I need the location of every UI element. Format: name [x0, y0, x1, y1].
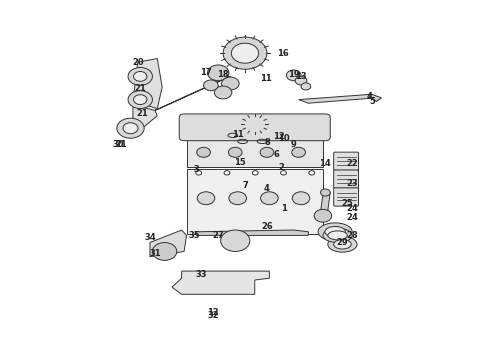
Polygon shape	[298, 94, 376, 103]
Text: 24: 24	[346, 204, 358, 213]
Polygon shape	[196, 230, 308, 235]
Text: 13: 13	[295, 72, 307, 81]
Polygon shape	[155, 76, 230, 111]
Text: 22: 22	[346, 159, 358, 168]
Ellipse shape	[328, 237, 357, 252]
Circle shape	[261, 192, 278, 204]
Circle shape	[197, 147, 210, 157]
Circle shape	[223, 37, 267, 69]
Circle shape	[228, 147, 242, 157]
Text: 18: 18	[217, 70, 229, 79]
FancyBboxPatch shape	[334, 188, 359, 206]
Text: 33: 33	[196, 270, 207, 279]
Circle shape	[224, 171, 230, 175]
Text: 2: 2	[279, 163, 285, 172]
Text: 15: 15	[234, 158, 246, 167]
Text: 20: 20	[132, 58, 144, 67]
Circle shape	[281, 171, 287, 175]
Circle shape	[214, 86, 232, 99]
Circle shape	[128, 91, 152, 109]
Circle shape	[207, 65, 229, 81]
Text: 32: 32	[208, 311, 219, 320]
Ellipse shape	[323, 228, 352, 243]
Circle shape	[203, 80, 218, 91]
Circle shape	[134, 95, 147, 104]
Text: 21: 21	[137, 109, 148, 118]
Text: 30: 30	[113, 140, 124, 149]
Circle shape	[292, 147, 305, 157]
Ellipse shape	[334, 240, 351, 249]
Text: 27: 27	[212, 231, 224, 240]
Text: 29: 29	[337, 238, 348, 247]
Text: 28: 28	[346, 231, 358, 240]
Circle shape	[117, 118, 144, 138]
Text: 17: 17	[200, 68, 212, 77]
Circle shape	[231, 43, 259, 63]
Ellipse shape	[318, 223, 352, 241]
Circle shape	[320, 189, 330, 196]
Text: 7: 7	[242, 181, 248, 190]
Ellipse shape	[328, 231, 347, 240]
Circle shape	[314, 209, 332, 222]
Polygon shape	[172, 271, 270, 294]
Text: 12: 12	[273, 132, 285, 141]
Text: fordpartsgiant.com: fordpartsgiant.com	[212, 177, 278, 183]
Text: 16: 16	[277, 49, 289, 58]
Text: 4: 4	[367, 91, 372, 100]
Circle shape	[123, 123, 138, 134]
Text: 10: 10	[278, 134, 290, 143]
FancyBboxPatch shape	[187, 169, 323, 234]
Circle shape	[295, 76, 307, 85]
FancyBboxPatch shape	[334, 152, 359, 170]
Circle shape	[287, 70, 301, 81]
Polygon shape	[133, 105, 157, 132]
FancyBboxPatch shape	[187, 137, 323, 167]
Circle shape	[229, 192, 246, 204]
Circle shape	[152, 243, 177, 260]
Text: 12: 12	[207, 309, 219, 318]
Polygon shape	[369, 94, 381, 102]
Text: 11: 11	[232, 130, 244, 139]
Text: 9: 9	[291, 140, 296, 149]
Ellipse shape	[325, 226, 345, 237]
Circle shape	[292, 192, 310, 204]
Text: 35: 35	[188, 231, 199, 240]
Polygon shape	[320, 193, 330, 212]
Text: 31: 31	[149, 249, 161, 258]
Text: 3: 3	[194, 165, 199, 174]
Text: 8: 8	[264, 138, 270, 147]
Text: 11: 11	[260, 74, 271, 83]
Text: 4: 4	[264, 184, 270, 193]
Polygon shape	[150, 230, 187, 257]
Text: 34: 34	[144, 233, 156, 242]
Circle shape	[301, 83, 311, 90]
Text: 26: 26	[261, 222, 273, 231]
Text: 6: 6	[274, 150, 280, 159]
Circle shape	[260, 147, 274, 157]
Text: 21: 21	[134, 84, 146, 93]
Polygon shape	[133, 59, 162, 109]
Text: 21: 21	[115, 140, 126, 149]
Circle shape	[220, 230, 250, 251]
FancyBboxPatch shape	[334, 170, 359, 188]
FancyBboxPatch shape	[179, 114, 330, 141]
Text: 14: 14	[319, 159, 331, 168]
Circle shape	[309, 171, 315, 175]
Circle shape	[134, 72, 147, 81]
Circle shape	[128, 67, 152, 85]
Text: 24: 24	[346, 213, 358, 222]
Circle shape	[196, 171, 202, 175]
Text: 23: 23	[346, 179, 358, 188]
Text: 19: 19	[288, 70, 299, 79]
Circle shape	[221, 77, 239, 90]
Text: 1: 1	[281, 204, 287, 213]
Text: 25: 25	[342, 199, 353, 208]
Circle shape	[197, 192, 215, 204]
Circle shape	[252, 171, 258, 175]
Text: 5: 5	[370, 97, 376, 106]
